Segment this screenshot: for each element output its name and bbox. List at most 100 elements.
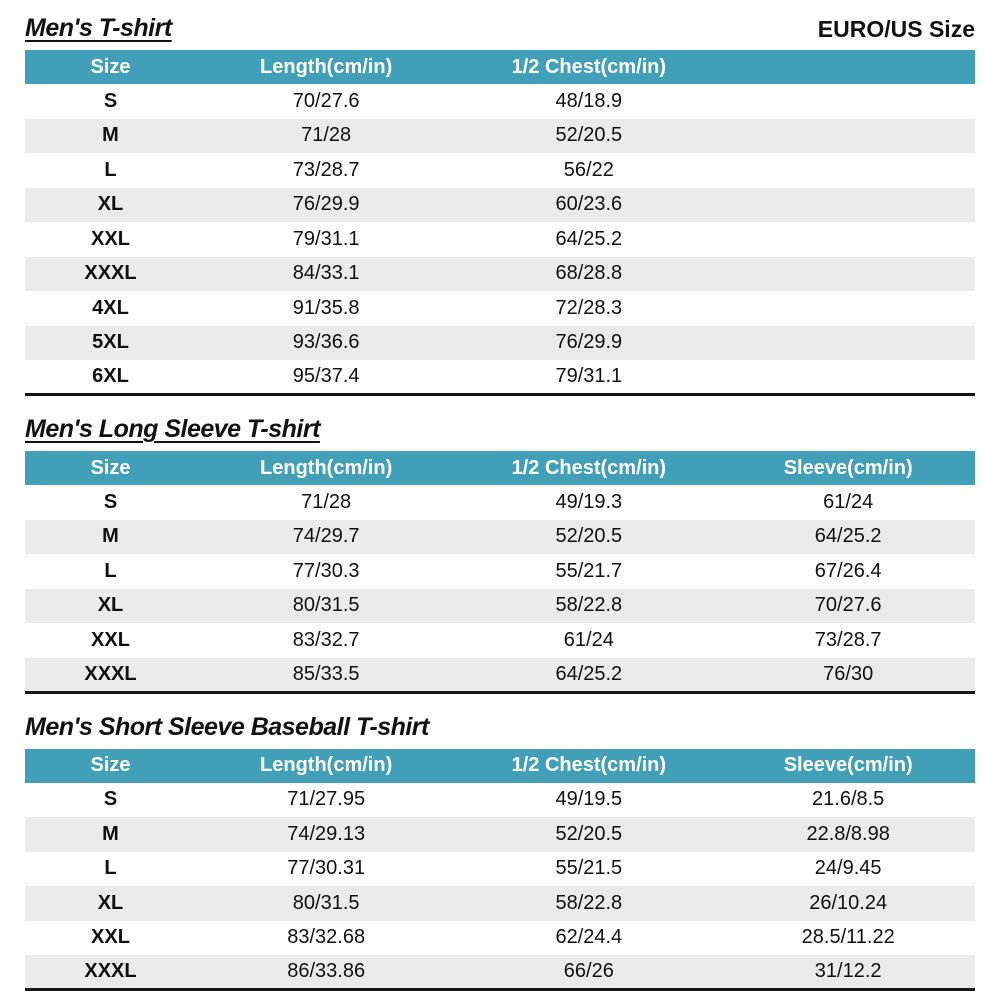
length-cell: 80/31.5 [292,891,360,914]
header-row: Size Length(cm/in) 1/2 Chest(cm/in) [25,50,975,84]
section-head-baseball: Men's Short Sleeve Baseball T-shirt [25,713,975,742]
empty-cell [721,257,975,292]
length-cell: 71/28 [301,124,352,147]
table-row: XL 80/31.5 58/22.8 70/27.6 [25,588,975,623]
column-header-chest: 1/2 Chest(cm/in) [456,451,722,485]
chest-cell: 72/28.3 [555,296,623,319]
chest-cell: 58/22.8 [555,891,623,914]
column-header-empty [721,50,975,84]
size-standard-label: EURO/US Size [817,16,975,42]
table-row: M 74/29.7 52/20.5 64/25.2 [25,519,975,554]
size-cell: XXXL [84,662,137,685]
table-row: XXL 83/32.68 62/24.4 28.5/11.22 [25,921,975,956]
length-cell: 74/29.7 [292,525,360,548]
size-cell: L [104,559,117,582]
sleeve-cell: 28.5/11.22 [801,926,895,949]
column-header-chest: 1/2 Chest(cm/in) [456,50,722,84]
empty-cell [721,360,975,395]
column-header-sleeve: Sleeve(cm/in) [721,451,975,485]
length-cell: 71/28 [301,490,352,513]
length-cell: 84/33.1 [292,262,360,285]
column-header-sleeve: Sleeve(cm/in) [721,748,975,783]
size-cell: XXXL [84,960,137,982]
sleeve-cell: 76/30 [823,662,874,685]
chest-cell: 48/18.9 [555,89,623,112]
size-cell: 6XL [92,365,129,387]
table-row: XXXL 85/33.5 64/25.2 76/30 [25,657,975,692]
size-cell: XXL [91,628,130,651]
chest-cell: 76/29.9 [555,331,623,354]
size-cell: XL [97,891,124,914]
table-row: 5XL 93/36.6 76/29.9 [25,325,975,361]
length-cell: 77/30.31 [287,857,366,880]
empty-cell [721,188,975,223]
table-row: XL 76/29.9 60/23.6 [25,187,975,223]
table-row: L 73/28.7 56/22 [25,153,975,188]
size-cell: S [103,788,118,811]
section-head-mens-tshirt: Men's T-shirt EURO/US Size [25,14,975,43]
table-row: S 70/27.6 48/18.9 [25,84,975,119]
empty-cell [721,222,975,257]
length-cell: 91/35.8 [292,296,360,319]
size-cell: XXL [91,926,130,949]
length-cell: 83/32.7 [292,628,360,651]
length-cell: 76/29.9 [292,193,360,216]
sleeve-cell: 26/10.24 [809,891,888,914]
section-head-long-sleeve: Men's Long Sleeve T-shirt [25,415,975,444]
sleeve-cell: 73/28.7 [814,628,882,651]
column-header-length: Length(cm/in) [196,50,457,84]
column-header-chest: 1/2 Chest(cm/in) [456,748,722,783]
table-row: S 71/28 49/19.3 61/24 [25,485,975,520]
chest-cell: 49/19.5 [555,788,623,811]
table-row: 6XL 95/37.4 79/31.1 [25,360,975,395]
size-cell: 5XL [92,331,129,354]
table-row: L 77/30.3 55/21.7 67/26.4 [25,554,975,589]
header-row: Size Length(cm/in) 1/2 Chest(cm/in) Slee… [25,748,975,783]
column-header-length: Length(cm/in) [196,748,457,783]
sleeve-cell: 67/26.4 [814,559,882,582]
empty-cell [721,326,975,361]
length-cell: 95/37.4 [292,365,360,387]
size-cell: XXL [91,227,130,250]
chest-cell: 52/20.5 [555,124,623,147]
chest-cell: 52/20.5 [555,525,623,548]
header-row: Size Length(cm/in) 1/2 Chest(cm/in) Slee… [25,451,975,485]
sleeve-cell: 64/25.2 [814,525,882,548]
chest-cell: 55/21.5 [555,857,623,880]
chest-cell: 56/22 [563,158,614,181]
size-table-mens-tshirt: Size Length(cm/in) 1/2 Chest(cm/in) S 70… [25,50,975,396]
length-cell: 77/30.3 [292,559,360,582]
table-row: S 71/27.95 49/19.5 21.6/8.5 [25,783,975,818]
size-table-baseball: Size Length(cm/in) 1/2 Chest(cm/in) Slee… [25,748,975,991]
size-cell: XL [97,193,124,216]
chest-cell: 68/28.8 [555,262,623,285]
length-cell: 71/27.95 [287,788,366,811]
column-header-size: Size [25,748,196,783]
table-row: XXL 79/31.1 64/25.2 [25,222,975,257]
length-cell: 80/31.5 [292,594,360,617]
table-row: M 71/28 52/20.5 [25,118,975,154]
chest-cell: 66/26 [563,960,614,982]
table-row: M 74/29.13 52/20.5 22.8/8.98 [25,817,975,852]
column-header-length: Length(cm/in) [196,451,457,485]
column-header-size: Size [25,451,196,485]
sleeve-cell: 22.8/8.98 [806,822,890,845]
size-cell: M [102,822,119,845]
size-table-long-sleeve: Size Length(cm/in) 1/2 Chest(cm/in) Slee… [25,451,975,694]
size-cell: M [102,124,119,147]
length-cell: 85/33.5 [292,662,360,685]
table-title-baseball: Men's Short Sleeve Baseball T-shirt [25,712,429,741]
length-cell: 79/31.1 [292,227,360,250]
chest-cell: 58/22.8 [555,594,623,617]
empty-cell [721,119,975,154]
table-row: 4XL 91/35.8 72/28.3 [25,291,975,326]
size-cell: S [103,89,118,112]
length-cell: 70/27.6 [292,89,360,112]
chest-cell: 49/19.3 [555,490,623,513]
table-row: XXXL 84/33.1 68/28.8 [25,256,975,292]
length-cell: 86/33.86 [287,960,366,982]
chest-cell: 60/23.6 [555,193,623,216]
table-title-mens-tshirt: Men's T-shirt [25,14,172,42]
chest-cell: 61/24 [563,628,614,651]
sleeve-cell: 70/27.6 [814,594,882,617]
